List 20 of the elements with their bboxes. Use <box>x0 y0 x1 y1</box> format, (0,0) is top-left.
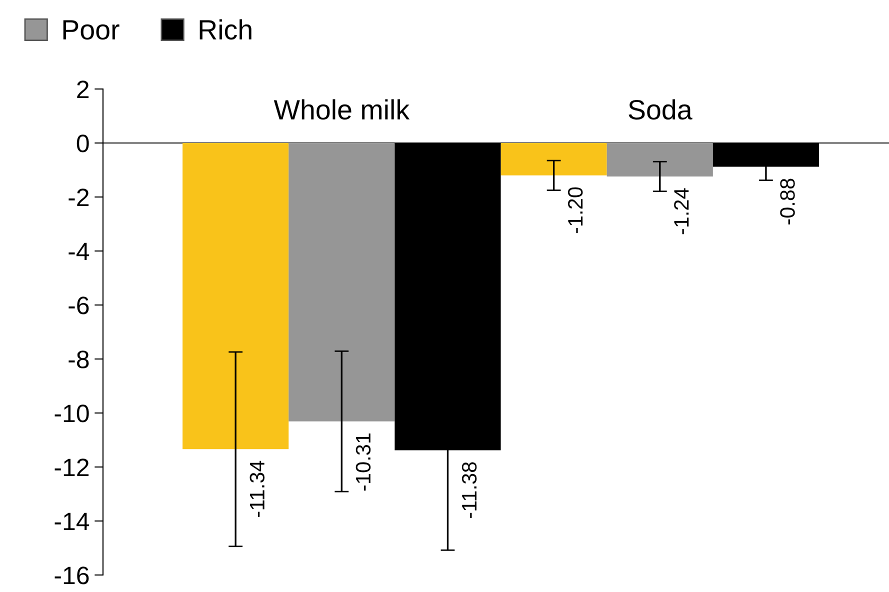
data-label: -10.31 <box>356 433 371 491</box>
y-tick-label: -8 <box>68 350 89 368</box>
y-tick-label: -10 <box>54 404 89 422</box>
y-tick-label: -2 <box>68 188 89 206</box>
y-tick-label: -6 <box>68 296 89 314</box>
legend-label: Rich <box>200 19 252 40</box>
x-tick-label: Whole milk <box>274 99 410 120</box>
x-tick-label: Soda <box>628 99 692 120</box>
legend-label: Poor <box>63 20 120 40</box>
y-tick-label: 0 <box>76 134 89 152</box>
y-tick-label: -16 <box>54 566 89 584</box>
y-tick-label: -14 <box>54 512 90 530</box>
data-label: -11.38 <box>462 462 477 518</box>
y-tick-label: 2 <box>77 80 89 98</box>
data-label: -11.34 <box>250 460 265 517</box>
y-tick-label: -12 <box>54 458 89 476</box>
data-label: -0.88 <box>780 178 795 224</box>
data-label: -1.24 <box>674 188 689 234</box>
y-tick-label: -4 <box>68 242 90 260</box>
data-label: -1.20 <box>568 187 583 234</box>
